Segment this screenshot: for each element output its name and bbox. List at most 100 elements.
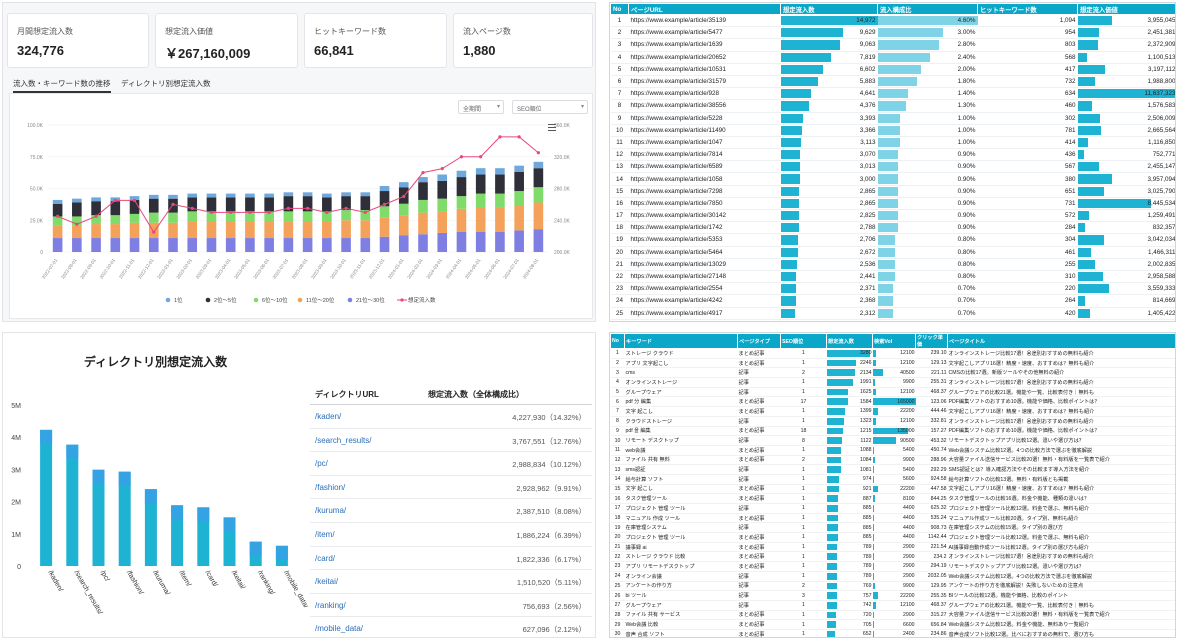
table-row[interactable]: 25 アンケートの作り方 記事 2 769 9900 129.95 アンケートの作り方を徹底解… (610, 581, 1175, 592)
directory-row[interactable]: /keitai/1,510,520（5.11%） (310, 570, 592, 594)
table-row[interactable]: 16 https://www.example/article/7850 2,865 0… (610, 197, 1175, 211)
page-url[interactable]: https://www.example/article/20652 (628, 51, 781, 64)
directory-row[interactable]: /mobile_data/627,096（2.12%） (310, 617, 592, 637)
table-row[interactable]: 10 https://www.example/article/11490 3,366… (610, 124, 1175, 137)
keyword[interactable]: ファイル 共有 無料 (624, 455, 738, 466)
directory-row[interactable]: /item/1,886,224（6.39%） (310, 523, 592, 547)
keyword[interactable]: sms認証 (624, 464, 738, 475)
keyword[interactable]: cms (624, 367, 738, 379)
table-row[interactable]: 7 文字 起こし まとめ記事 1 1399 22200 444.46 文字起こしアプリ16選！… (610, 406, 1175, 417)
page-url[interactable]: https://www.example/article/4242 (628, 294, 781, 308)
col-header[interactable]: SEO順位 (780, 333, 827, 349)
page-url[interactable]: https://www.example/article/6589 (628, 160, 781, 174)
col-header[interactable]: ページタイプ (737, 333, 781, 349)
keyword[interactable]: ストレージ クラウド 比較 (624, 551, 738, 563)
table-row[interactable]: 20 プロジェクト 管理 ツール まとめ記事 1 885 4400 1142.44 プロジェク… (610, 532, 1175, 543)
table-row[interactable]: 10 リモート デスクトップ 記事 8 1122 90500 453.32 リモートデスクトッ… (610, 435, 1175, 446)
table-row[interactable]: 12 ファイル 共有 無料 まとめ記事 2 1084 9900 288.96 大容量ファイル送… (610, 455, 1175, 466)
table-row[interactable]: 20 https://www.example/article/5464 2,672 0… (610, 246, 1175, 259)
keyword[interactable]: オンラインストレージ (624, 377, 738, 388)
table-row[interactable]: 13 https://www.example/article/6589 3,013 0… (610, 160, 1175, 174)
keyword[interactable]: 給与計算 ソフト (624, 474, 738, 485)
keyword[interactable]: bi ツール (624, 590, 738, 601)
directory-url[interactable]: /kaden/ (315, 412, 342, 421)
table-row[interactable]: 25 https://www.example/article/4917 2,312 0… (610, 307, 1175, 320)
page-url[interactable]: https://www.example/article/27148 (628, 270, 781, 284)
col-header[interactable]: No (610, 333, 625, 349)
table-row[interactable]: 4 オンラインストレージ 記事 1 1991 9900 255.31 オンラインストレージ比較… (610, 377, 1175, 388)
table-row[interactable]: 6 https://www.example/article/31579 5,883 1… (610, 75, 1175, 89)
page-url[interactable]: https://www.example/article/7298 (628, 185, 781, 198)
table-row[interactable]: 2 アプリ 文字起こし まとめ記事 1 2246 12100 129.13 文字起こしアプリ1… (610, 358, 1175, 369)
directory-row[interactable]: /fashion/2,928,962（9.91%） (310, 476, 592, 500)
table-row[interactable]: 22 ストレージ クラウド 比較 まとめ記事 1 789 2900 234.2 オンラインスト… (610, 551, 1175, 563)
table-row[interactable]: 18 マニュアル 作成 ツール まとめ記事 1 885 4400 535.24 マニュアル作成… (610, 513, 1175, 524)
table-row[interactable]: 2 https://www.example/article/5477 9,629 3.… (610, 26, 1175, 40)
page-url[interactable]: https://www.example/article/4917 (628, 307, 781, 320)
col-header[interactable]: 流入構成比 (877, 3, 978, 15)
table-row[interactable]: 5 グループウェア 記事 1 1625 12100 468.37 グループウェアの比較21選。… (610, 387, 1175, 398)
table-row[interactable]: 28 ファイル 共有 サービス まとめ記事 1 720 2900 315.27 大容量ファイル… (610, 610, 1175, 621)
table-row[interactable]: 7 https://www.example/article/928 4,641 1.4… (610, 87, 1175, 101)
directory-row[interactable]: /ranking/756,693（2.56%） (310, 594, 592, 618)
keyword[interactable]: グループウェア (624, 387, 738, 398)
table-row[interactable]: 9 https://www.example/article/5228 3,393 1.… (610, 112, 1175, 125)
table-row[interactable]: 1 https://www.example/article/35139 14,972… (610, 14, 1175, 28)
table-row[interactable]: 1 ストレージ クラウド まとめ記事 1 3280 12100 239.10 オンラインストレ… (610, 348, 1175, 359)
page-url[interactable]: https://www.example/article/5228 (628, 112, 781, 125)
col-header[interactable]: クリック単価 (915, 333, 948, 349)
page-url[interactable]: https://www.example/article/1058 (628, 172, 781, 186)
directory-row[interactable]: /search_results/3,767,551（12.76%） (310, 429, 592, 453)
directory-row[interactable]: /pc/2,988,834（10.12%） (310, 452, 592, 476)
directory-url[interactable]: /card/ (315, 553, 336, 563)
table-row[interactable]: 18 https://www.example/article/1742 2,788 0… (610, 221, 1175, 235)
table-row[interactable]: 14 https://www.example/article/1058 3,000 0… (610, 172, 1175, 186)
page-url[interactable]: https://www.example/article/1639 (628, 38, 781, 52)
keyword[interactable]: グループウェア (624, 600, 738, 611)
directory-url[interactable]: /search_results/ (315, 435, 372, 445)
page-url[interactable]: https://www.example/article/30142 (628, 209, 781, 223)
directory-row[interactable]: /card/1,822,336（6.17%） (310, 547, 592, 571)
keyword[interactable]: pdf 分 編集 (624, 396, 738, 408)
table-row[interactable]: 24 オンライン会議 記事 1 789 2900 2032.05 Web会議システム比較12選… (610, 571, 1175, 582)
page-url[interactable]: https://www.example/article/5353 (628, 233, 781, 247)
keyword[interactable]: アプリ リモートデスクトップ (624, 561, 738, 572)
page-url[interactable]: https://www.example/article/13029 (628, 258, 781, 271)
table-row[interactable]: 16 タスク管理ツール まとめ記事 1 887 8100 844.25 タスク管理ツールの比較… (610, 493, 1175, 504)
table-row[interactable]: 13 sms認証 記事 1 1081 5400 292.29 SMS認証とは？導入確認方法やそ… (610, 464, 1175, 475)
table-row[interactable]: 17 https://www.example/article/30142 2,825… (610, 209, 1175, 223)
table-row[interactable]: 15 https://www.example/article/7298 2,865 0… (610, 185, 1175, 198)
keyword[interactable]: ストレージ クラウド (624, 348, 738, 359)
directory-url[interactable]: /item/ (315, 529, 335, 539)
page-url[interactable]: https://www.example/article/31579 (628, 75, 781, 89)
page-url[interactable]: https://www.example/article/1742 (628, 221, 781, 235)
page-url[interactable]: https://www.example/article/5464 (628, 246, 781, 259)
table-row[interactable]: 22 https://www.example/article/27148 2,441… (610, 270, 1175, 284)
page-url[interactable]: https://www.example/article/2554 (628, 282, 781, 296)
keyword[interactable]: アンケートの作り方 (624, 581, 738, 592)
directory-row[interactable]: /kaden/4,227,930（14.32%） (310, 405, 592, 429)
table-row[interactable]: 6 pdf 分 編集 まとめ記事 17 1584 165000 123.06 PDF編集ソフト… (610, 396, 1175, 408)
table-row[interactable]: 11 https://www.example/article/1047 3,113 1… (610, 136, 1175, 150)
keyword[interactable]: アプリ 文字起こし (624, 358, 738, 369)
col-header[interactable]: 検索Vol (872, 333, 916, 349)
tab-directory-traffic[interactable]: ディレクトリ別想定流入数 (121, 79, 211, 88)
keyword[interactable]: ファイル 共有 サービス (624, 610, 738, 621)
keyword[interactable]: オンライン会議 (624, 571, 738, 582)
table-row[interactable]: 14 給与計算 ソフト 記事 1 974 5600 924.58 給与計算ソフトの比較13選。… (610, 474, 1175, 485)
period-select[interactable]: 全期間 (458, 100, 504, 114)
keyword[interactable]: pdf 을 編集 (624, 426, 738, 437)
keyword[interactable]: 文字 起こし (624, 406, 738, 417)
col-header[interactable]: ページURL (628, 3, 781, 15)
col-header[interactable]: 想定流入数 (826, 333, 873, 349)
table-row[interactable]: 27 グループウェア 記事 1 742 12100 468.37 グループウェアの比較21選。… (610, 600, 1175, 611)
directory-url[interactable]: /keitai/ (315, 577, 339, 587)
page-url[interactable]: https://www.example/article/11490 (628, 124, 781, 137)
directory-url[interactable]: /mobile_data/ (315, 624, 364, 634)
seo-rank-select[interactable]: SEO順位 (512, 100, 588, 114)
chart-menu-icon[interactable] (548, 124, 556, 131)
table-row[interactable]: 12 https://www.example/article/7814 3,070 0… (610, 148, 1175, 162)
keyword[interactable]: 議事録 ai (624, 542, 738, 553)
keyword[interactable]: クラウドストレージ (624, 416, 738, 427)
page-url[interactable]: https://www.example/article/7814 (628, 148, 781, 162)
